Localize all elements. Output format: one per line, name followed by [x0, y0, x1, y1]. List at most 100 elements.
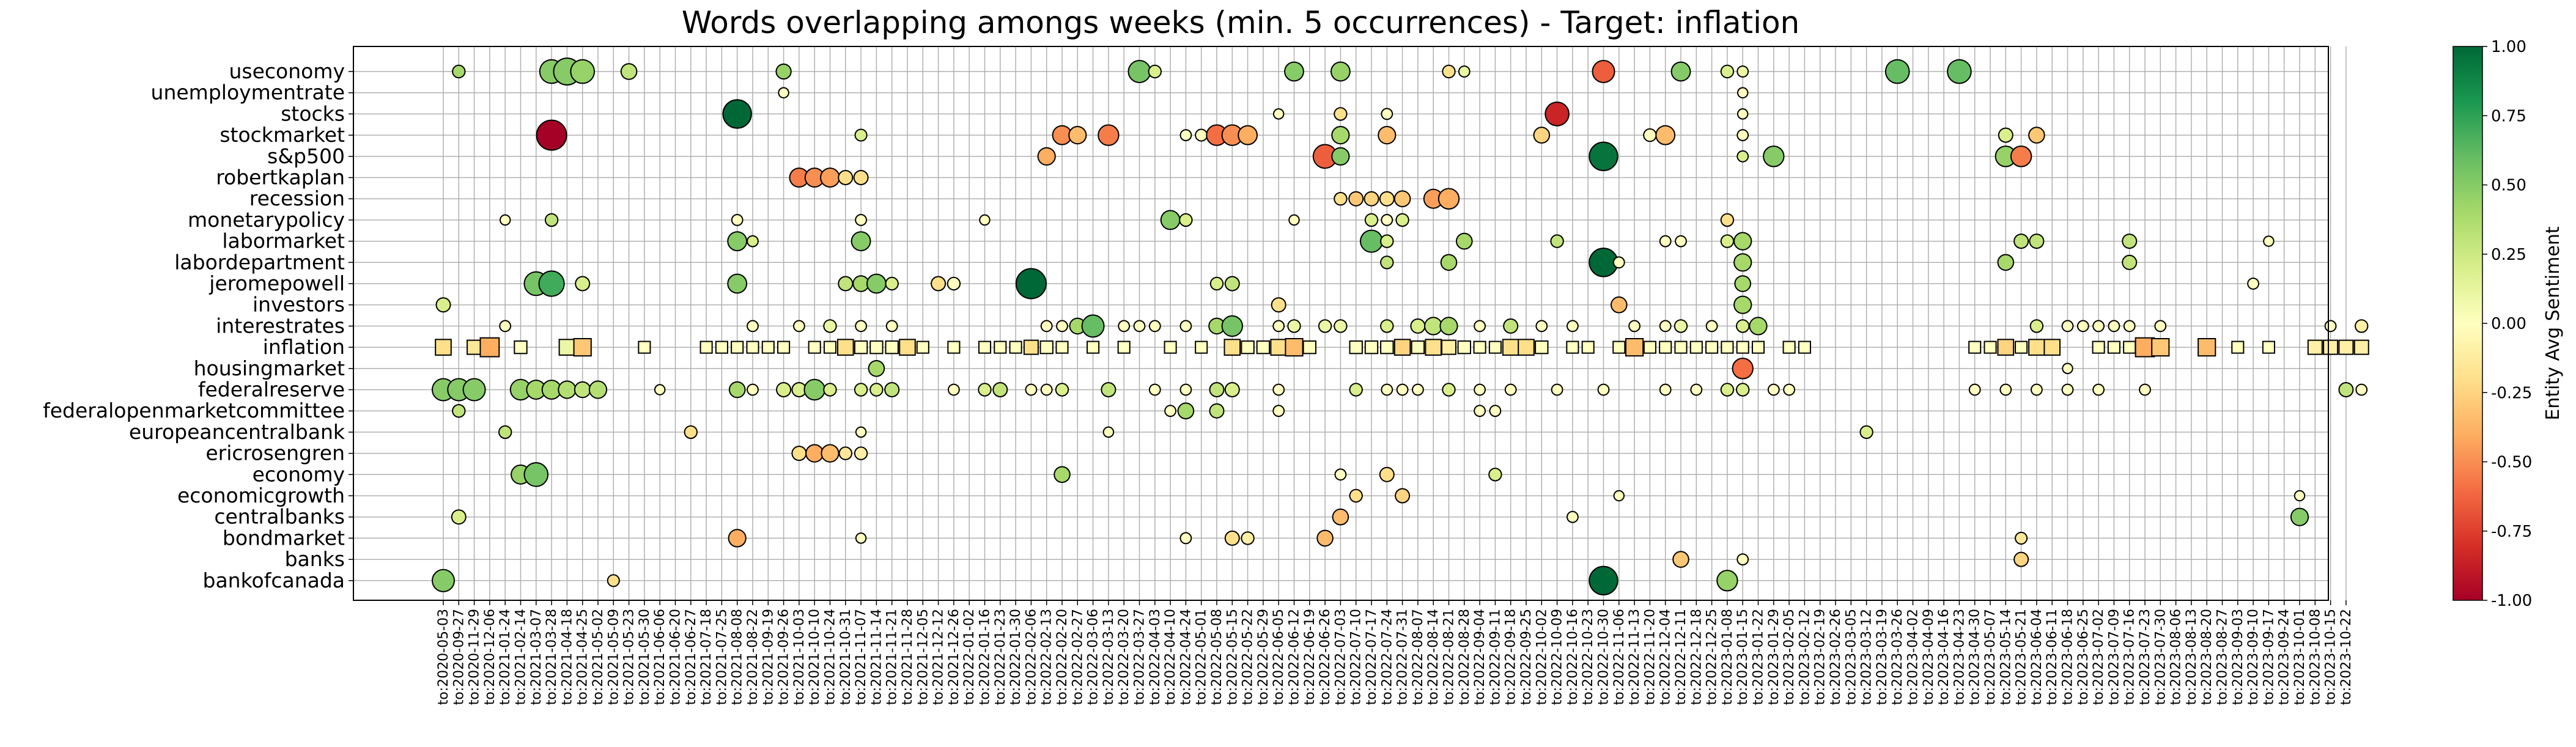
data-point-circle: [722, 99, 752, 129]
data-point-square: [1581, 340, 1595, 354]
x-tick-label: to:2022-03-27: [1132, 609, 1148, 705]
data-point-circle: [1503, 318, 1519, 334]
x-tick-label: to:2023-03-26: [1890, 609, 1905, 705]
data-point-circle: [2247, 278, 2260, 290]
data-point-circle: [1736, 150, 1749, 163]
x-tick-label: to:2021-10-31: [838, 609, 854, 705]
data-point-circle: [838, 276, 854, 292]
x-tick-label: to:2021-08-08: [730, 609, 745, 705]
data-point-circle: [1378, 126, 1397, 145]
data-point-square: [823, 340, 837, 354]
data-point-square: [2198, 338, 2216, 357]
data-point-circle: [1474, 383, 1486, 396]
data-point-circle: [805, 444, 824, 463]
y-tick-label: centralbanks: [214, 505, 345, 529]
data-point-square: [1223, 339, 1241, 356]
data-point-circle: [1643, 128, 1657, 142]
data-point-circle: [1884, 59, 1910, 84]
y-tick-label: bondmarket: [223, 526, 345, 550]
data-point-square: [1984, 340, 1997, 354]
data-point-square: [1055, 340, 1069, 354]
data-point-circle: [1054, 466, 1071, 484]
data-point-circle: [1437, 188, 1460, 210]
data-point-circle: [2123, 320, 2136, 333]
x-tick-label: to:2023-02-05: [1782, 609, 1797, 705]
data-point-circle: [452, 404, 466, 418]
data-point-square: [1117, 340, 1131, 354]
data-point-circle: [1364, 191, 1379, 207]
x-tick-label: to:2021-12-26: [947, 609, 962, 705]
x-tick-label: to:2023-09-17: [2261, 609, 2276, 705]
data-point-square: [978, 340, 992, 354]
data-point-circle: [793, 320, 805, 333]
data-point-square: [638, 340, 651, 354]
data-point-circle: [1998, 127, 2013, 143]
y-tick-label: labordepartment: [174, 250, 345, 274]
data-point-circle: [2092, 383, 2105, 396]
data-point-circle: [1767, 383, 1780, 396]
x-tick-label: to:2022-12-18: [1689, 609, 1704, 705]
x-tick-label: to:2020-12-06: [482, 609, 498, 705]
y-tick-label: bankofcanada: [203, 569, 345, 592]
data-point-circle: [747, 235, 759, 248]
data-point-square: [777, 340, 791, 354]
x-tick-label: to:2022-08-21: [1442, 609, 1457, 705]
data-point-circle: [1195, 128, 1208, 142]
data-point-circle: [747, 383, 759, 396]
data-point-square: [1087, 340, 1100, 354]
x-tick-label: to:2022-03-13: [1101, 609, 1116, 705]
data-point-circle: [1272, 320, 1285, 333]
data-point-square: [1285, 338, 1304, 357]
data-point-circle: [1209, 276, 1224, 291]
data-point-circle: [1544, 101, 1570, 127]
data-point-circle: [1164, 405, 1176, 418]
data-point-circle: [823, 383, 837, 397]
data-point-circle: [1672, 551, 1689, 568]
x-tick-label: to:2022-02-20: [1055, 609, 1070, 705]
data-point-square: [1302, 340, 1317, 355]
chart-title: Words overlapping amongs weeks (min. 5 o…: [682, 5, 1800, 40]
data-point-circle: [2108, 320, 2120, 333]
data-point-square: [1736, 340, 1749, 354]
data-point-circle: [1736, 108, 1749, 120]
data-point-square: [1256, 340, 1271, 355]
x-tick-label: to:2022-05-22: [1241, 609, 1256, 705]
x-tick-label: to:2022-10-23: [1581, 609, 1596, 705]
data-point-circle: [1379, 191, 1395, 207]
data-point-circle: [1783, 383, 1796, 396]
data-point-circle: [2294, 490, 2306, 502]
x-tick-label: to:2021-06-20: [668, 609, 684, 705]
x-tick-label: to:2022-03-06: [1086, 609, 1101, 705]
data-point-circle: [1440, 254, 1458, 271]
data-point-square: [899, 339, 916, 356]
y-tick-label: stockmarket: [220, 123, 345, 147]
data-point-circle: [853, 170, 869, 185]
data-point-circle: [1412, 383, 1424, 396]
data-point-circle: [499, 214, 511, 226]
x-tick-label: to:2022-09-04: [1472, 609, 1488, 705]
colorbar-tick-label: 0.75: [2491, 107, 2526, 125]
x-tick-label: to:2022-05-29: [1256, 609, 1271, 705]
data-point-circle: [536, 119, 567, 151]
data-point-square: [1566, 340, 1579, 354]
data-point-circle: [1068, 126, 1087, 145]
data-point-circle: [1716, 570, 1738, 592]
data-point-circle: [851, 231, 871, 252]
data-point-circle: [558, 380, 577, 399]
data-point-circle: [727, 231, 748, 252]
x-tick-label: to:2022-01-30: [1008, 609, 1024, 705]
data-point-circle: [1734, 275, 1751, 292]
data-point-circle: [575, 276, 591, 292]
y-tick-label: inflation: [263, 335, 345, 359]
x-tick-labels: to:2020-05-03 to:2020-09-27 to:2020-11-29 t…: [436, 600, 2354, 705]
data-point-square: [1393, 339, 1411, 356]
x-tick-label: to:2021-11-14: [869, 609, 884, 705]
data-point-square: [1968, 340, 1982, 354]
x-tick-label: to:2021-12-05: [915, 609, 931, 705]
data-point-circle: [1674, 319, 1688, 333]
y-tick-label: monetarypolicy: [188, 208, 345, 232]
x-tick-label: to:2023-05-14: [1998, 609, 2013, 705]
data-point-circle: [978, 383, 992, 397]
x-tick-label: to:2022-04-24: [1178, 609, 1194, 705]
data-point-circle: [1179, 320, 1192, 333]
